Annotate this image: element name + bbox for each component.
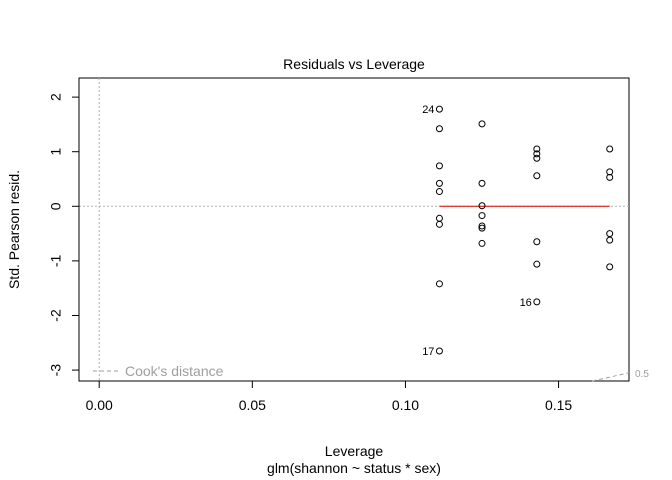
- data-point: [435, 220, 443, 228]
- data-point: [478, 120, 486, 128]
- x-tick-label: 0.15: [545, 397, 572, 413]
- data-point: [606, 263, 614, 271]
- data-point: [435, 347, 443, 355]
- data-point: [606, 236, 614, 244]
- chart-title: Residuals vs Leverage: [283, 56, 425, 72]
- data-point: [533, 238, 541, 246]
- data-point: [478, 222, 486, 230]
- x-axis: 0.00 0.05 0.10 0.15: [86, 380, 572, 413]
- data-point: [478, 179, 486, 187]
- legend-entry: Cook's distance: [125, 363, 224, 379]
- y-tick-label: -2: [48, 309, 64, 322]
- y-tick-label: 1: [48, 148, 64, 156]
- point-label: 17: [422, 346, 434, 358]
- data-point: [606, 168, 614, 176]
- legend: Cook's distance: [93, 363, 224, 379]
- y-tick-label: 0: [48, 202, 64, 210]
- cooks-distance-contour: [592, 372, 630, 382]
- data-point: [606, 173, 614, 181]
- data-point: [533, 260, 541, 268]
- data-point: [478, 202, 486, 210]
- x-tick-label: 0.10: [392, 397, 419, 413]
- data-point: [435, 105, 443, 113]
- data-point: [478, 212, 486, 220]
- data-point: [478, 239, 486, 247]
- data-point: [606, 145, 614, 153]
- point-label: 16: [520, 297, 532, 309]
- y-tick-label: 2: [48, 93, 64, 101]
- y-tick-label: -3: [48, 364, 64, 377]
- y-axis-label: Std. Pearson resid.: [6, 170, 22, 289]
- cooks-contour-label: 0.5: [635, 369, 649, 380]
- data-point: [533, 150, 541, 158]
- data-point: [606, 230, 614, 238]
- x-axis-label: Leverage: [325, 443, 384, 459]
- data-point: [533, 298, 541, 306]
- data-point: [435, 188, 443, 196]
- y-axis: -3 -2 -1 0 1 2: [48, 93, 80, 377]
- data-point: [435, 179, 443, 187]
- data-point: [533, 154, 541, 162]
- x-tick-label: 0.00: [86, 397, 113, 413]
- data-point: [533, 145, 541, 153]
- data-point: [533, 172, 541, 180]
- data-point: [435, 162, 443, 170]
- y-tick-label: -1: [48, 254, 64, 267]
- data-points: 24 17 16: [422, 104, 614, 358]
- point-label: 24: [422, 104, 434, 116]
- model-caption: glm(shannon ~ status * sex): [267, 460, 441, 476]
- data-point: [435, 125, 443, 133]
- data-point: [478, 224, 486, 232]
- data-point: [435, 280, 443, 288]
- x-tick-label: 0.05: [239, 397, 266, 413]
